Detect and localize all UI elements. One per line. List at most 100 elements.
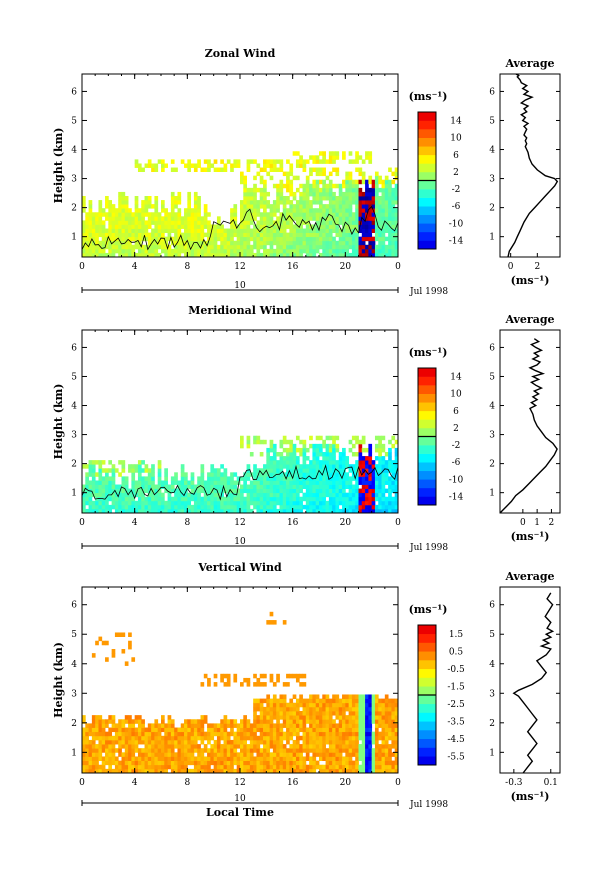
heatmap-cell	[266, 735, 271, 741]
heatmap-cell	[220, 236, 224, 242]
heatmap-cell	[236, 492, 241, 498]
x-tick-label: 20	[340, 778, 352, 788]
heatmap-cell	[394, 488, 399, 494]
heatmap-cell	[263, 464, 267, 469]
heatmap-cell	[124, 731, 129, 737]
heatmap-cell	[134, 492, 139, 498]
heatmap-cell	[144, 248, 149, 254]
heatmap-cell	[305, 752, 310, 757]
heatmap-cell	[230, 212, 234, 217]
heatmap-cell	[282, 196, 287, 201]
heatmap-cell	[282, 183, 287, 189]
heatmap-cell	[236, 727, 241, 733]
heatmap-cell	[384, 723, 389, 728]
heatmap-cell	[378, 435, 382, 441]
heatmap-cell	[246, 723, 251, 728]
heatmap-cell	[114, 496, 119, 502]
heatmap-cell	[279, 212, 284, 217]
heatmap-cell	[243, 228, 247, 233]
heatmap-cell	[256, 248, 261, 254]
heatmap-cell	[243, 240, 247, 246]
heatmap-cell	[111, 216, 116, 221]
heatmap-cell	[355, 702, 359, 708]
heatmap-cell	[236, 248, 241, 254]
heatmap-cell	[170, 159, 175, 164]
heatmap-cell	[338, 760, 343, 766]
heatmap-cell	[272, 715, 277, 720]
heatmap-cell	[240, 439, 244, 445]
heatmap-cell	[381, 447, 386, 453]
heatmap-cell	[342, 698, 346, 704]
heatmap-cell	[144, 236, 149, 242]
heatmap-cell	[394, 760, 399, 766]
heatmap-cell	[394, 756, 399, 761]
heatmap-cell	[279, 159, 284, 164]
heatmap-cell	[207, 252, 211, 258]
heatmap-cell	[249, 208, 254, 213]
heatmap-cell	[358, 240, 363, 246]
heatmap-cell	[164, 723, 168, 728]
colorbar-swatch	[418, 668, 436, 678]
heatmap-cell	[282, 456, 287, 461]
heatmap-cell	[388, 484, 392, 489]
heatmap-cell	[325, 480, 330, 485]
heatmap-cell	[190, 232, 195, 238]
heatmap-cell	[144, 228, 149, 233]
heatmap-cell	[371, 460, 376, 465]
heatmap-cell	[236, 228, 241, 233]
heatmap-cell	[144, 468, 149, 473]
heatmap-cell	[131, 723, 136, 728]
heatmap-cell	[226, 500, 231, 506]
heatmap-cell	[295, 735, 300, 741]
heatmap-cell	[85, 500, 89, 506]
heatmap-cell	[210, 756, 215, 761]
heatmap-cell	[348, 748, 353, 753]
heatmap-cell	[388, 167, 392, 172]
heatmap-cell	[95, 252, 99, 258]
heatmap-cell	[384, 698, 389, 704]
average-y-tick-label: 2	[489, 719, 495, 729]
heatmap-cell	[200, 760, 205, 766]
heatmap-cell	[223, 739, 228, 745]
heatmap-cell	[240, 200, 244, 205]
heatmap-cell	[282, 439, 287, 445]
heatmap-cell	[302, 492, 307, 498]
heatmap-cell	[88, 752, 93, 757]
heatmap-cell	[374, 504, 379, 510]
heatmap-cell	[266, 706, 271, 712]
heatmap-cell	[134, 500, 139, 506]
heatmap-cell	[91, 727, 96, 733]
heatmap-cell	[272, 200, 277, 205]
heatmap-cell	[391, 744, 396, 749]
heatmap-cell	[118, 752, 122, 757]
heatmap-cell	[253, 702, 257, 708]
heatmap-cell	[381, 196, 386, 201]
heatmap-cell	[243, 175, 247, 181]
heatmap-cell	[141, 727, 145, 733]
heatmap-cell	[361, 496, 366, 502]
heatmap-cell	[292, 711, 297, 716]
heatmap-cell	[167, 220, 172, 225]
heatmap-cell	[319, 204, 323, 209]
heatmap-cell	[328, 492, 333, 498]
heatmap-cell	[374, 204, 379, 209]
heatmap-cell	[388, 715, 392, 720]
heatmap-cell	[164, 508, 168, 514]
heatmap-cell	[154, 248, 159, 254]
heatmap-cell	[230, 244, 234, 250]
heatmap-cell	[286, 480, 290, 485]
heatmap-cell	[315, 698, 320, 704]
heatmap-cell	[394, 196, 399, 201]
heatmap-cell	[85, 480, 89, 485]
heatmap-cell	[295, 240, 300, 246]
heatmap-cell	[378, 228, 382, 233]
heatmap-cell	[187, 748, 192, 753]
heatmap-cell	[236, 232, 241, 238]
heatmap-cell	[286, 187, 290, 193]
heatmap-cell	[388, 719, 392, 724]
heatmap-cell	[95, 220, 99, 225]
heatmap-cell	[88, 496, 93, 502]
heatmap-cell	[118, 723, 122, 728]
heatmap-cell	[381, 183, 386, 189]
heatmap-cell	[121, 508, 126, 514]
